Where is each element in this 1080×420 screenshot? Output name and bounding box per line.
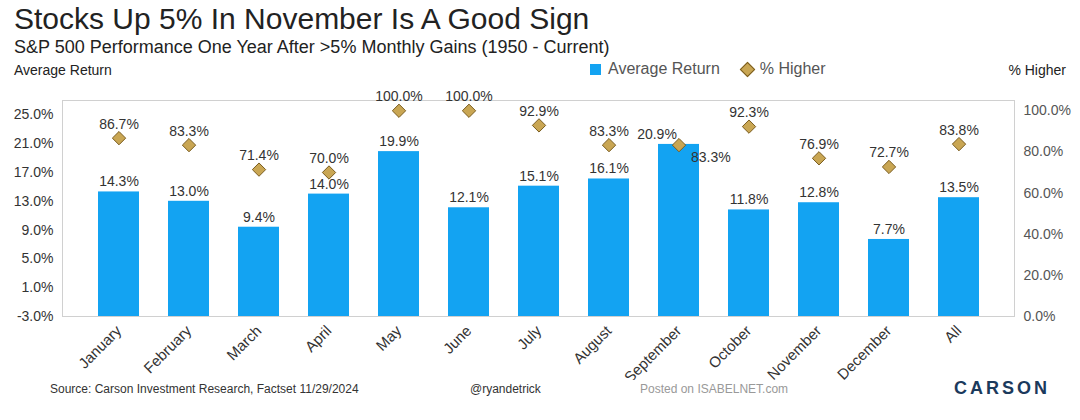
html-text:Source: Carson Investment Rese: Source: Carson Investment Research, Fact… — [50, 382, 359, 396]
svg-text:60.0%: 60.0% — [1024, 185, 1064, 201]
html-text:Average Return: Average Return — [14, 62, 112, 78]
svg-text:7.7%: 7.7% — [873, 221, 905, 237]
svg-text:1.0%: 1.0% — [22, 279, 54, 295]
svg-text:March: March — [223, 322, 264, 363]
svg-text:12.8%: 12.8% — [799, 184, 839, 200]
svg-text:-3.0%: -3.0% — [17, 308, 54, 324]
svg-text:25.0%: 25.0% — [14, 106, 54, 122]
svg-text:17.0%: 17.0% — [14, 164, 54, 180]
svg-text:21.0%: 21.0% — [14, 135, 54, 151]
svg-text:76.9%: 76.9% — [799, 136, 839, 152]
svg-text:April: April — [301, 322, 334, 355]
svg-text:November: November — [764, 322, 825, 380]
svg-text:40.0%: 40.0% — [1024, 226, 1064, 242]
svg-text:100.0%: 100.0% — [445, 88, 492, 104]
svg-text:20.0%: 20.0% — [1024, 267, 1064, 283]
svg-text:80.0%: 80.0% — [1024, 143, 1064, 159]
svg-text:5.0%: 5.0% — [22, 250, 54, 266]
html-text:% Higher: % Higher — [759, 60, 826, 77]
svg-text:June: June — [439, 322, 474, 357]
svg-text:100.0%: 100.0% — [375, 88, 422, 104]
svg-text:83.3%: 83.3% — [169, 123, 209, 139]
svg-text:13.0%: 13.0% — [14, 193, 54, 209]
svg-text:70.0%: 70.0% — [309, 150, 349, 166]
html-text:Posted on ISABELNET.com: Posted on ISABELNET.com — [640, 382, 789, 396]
svg-text:11.8%: 11.8% — [730, 191, 769, 207]
svg-text:20.9%: 20.9% — [637, 126, 677, 142]
svg-text:15.1%: 15.1% — [519, 168, 559, 184]
svg-text:12.1%: 12.1% — [449, 189, 489, 205]
svg-text:December: December — [834, 322, 895, 380]
svg-text:July: July — [514, 321, 545, 352]
html-text:CARSON: CARSON — [954, 378, 1050, 398]
svg-text:May: May — [372, 321, 404, 353]
svg-text:100.0%: 100.0% — [1024, 102, 1071, 118]
svg-text:92.3%: 92.3% — [729, 104, 769, 120]
svg-text:0.0%: 0.0% — [1024, 308, 1056, 324]
svg-text:83.3%: 83.3% — [589, 123, 629, 139]
html-text:@ryandetrick: @ryandetrick — [470, 382, 541, 396]
svg-text:All: All — [941, 322, 965, 346]
svg-text:86.7%: 86.7% — [99, 116, 139, 132]
svg-text:September: September — [621, 322, 685, 380]
html-text:Stocks Up 5% In November Is A: Stocks Up 5% In November Is A Good Sign — [14, 2, 590, 35]
svg-text:72.7%: 72.7% — [869, 144, 909, 160]
html-text:S&P 500 Performance One Year A: S&P 500 Performance One Year After >5% M… — [14, 37, 610, 57]
svg-text:14.3%: 14.3% — [99, 173, 139, 189]
svg-text:13.5%: 13.5% — [939, 179, 979, 195]
html-text:% Higher: % Higher — [1008, 62, 1066, 78]
svg-text:71.4%: 71.4% — [239, 147, 279, 163]
svg-text:October: October — [705, 322, 755, 372]
svg-text:January: January — [75, 321, 125, 371]
svg-text:16.1%: 16.1% — [589, 160, 629, 176]
svg-text:13.0%: 13.0% — [169, 183, 209, 199]
svg-text:92.9%: 92.9% — [519, 103, 559, 119]
svg-text:83.8%: 83.8% — [939, 122, 979, 138]
svg-text:February: February — [140, 321, 195, 376]
html-text:Average Return: Average Return — [608, 60, 720, 77]
svg-text:August: August — [569, 321, 615, 367]
svg-text:9.0%: 9.0% — [22, 222, 54, 238]
svg-text:14.0%: 14.0% — [309, 176, 349, 192]
svg-text:19.9%: 19.9% — [379, 133, 419, 149]
svg-text:83.3%: 83.3% — [691, 149, 731, 165]
svg-text:9.4%: 9.4% — [243, 209, 275, 225]
